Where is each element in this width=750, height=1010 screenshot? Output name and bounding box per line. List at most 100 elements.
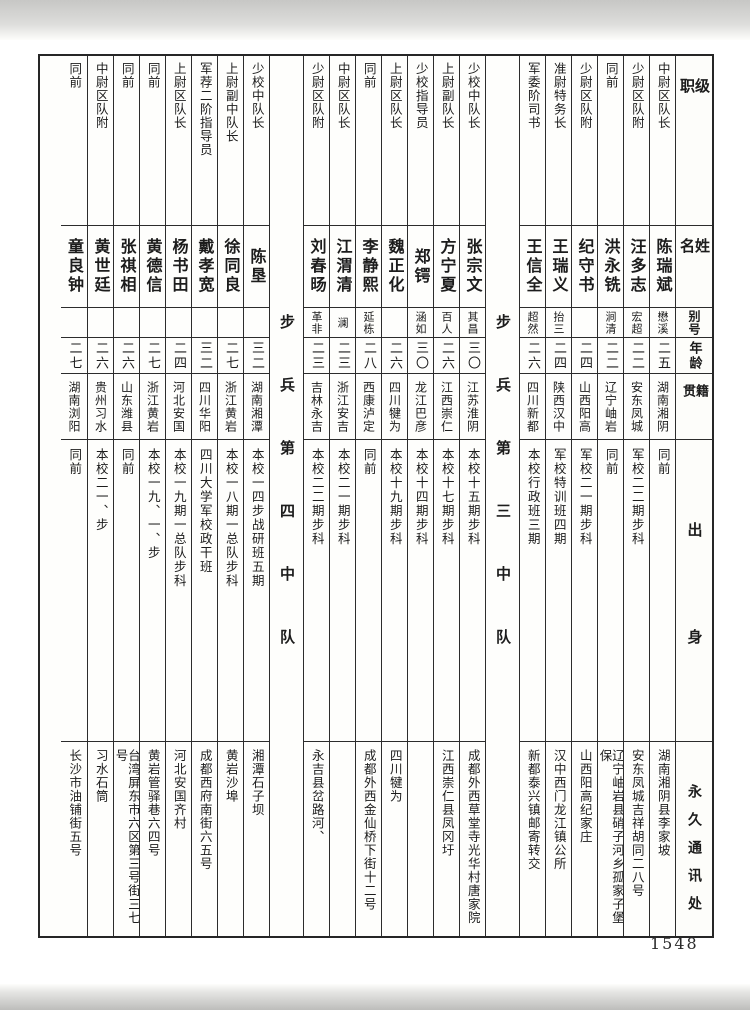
age-text: 三二 — [249, 340, 264, 371]
alias-text: 懋溪 — [656, 310, 669, 335]
native-cell: 四川新都 — [520, 374, 545, 440]
alias-text: 宏超 — [630, 310, 643, 335]
alias-text: 延栋 — [362, 310, 375, 335]
position-cell: 少校中队长 — [460, 56, 485, 226]
name-text: 魏正化 — [385, 238, 405, 295]
address-cell: 辽宁岫岩县硝子河乡孤家子堡保 — [598, 742, 623, 936]
section-title: 步兵第四中队 — [278, 314, 296, 692]
alias-cell — [244, 308, 269, 338]
address-text: 四川犍为 — [387, 749, 403, 803]
age-text: 二二 — [603, 340, 618, 371]
origin-cell: 本校一八期一总队步科 — [218, 440, 243, 742]
age-text: 三〇 — [413, 340, 428, 371]
name-cell: 张宗文 — [460, 226, 485, 308]
name-text: 刘春旸 — [307, 238, 327, 295]
native-cell: 籍贯 — [676, 374, 712, 440]
name-text: 陈瑞斌 — [653, 238, 673, 295]
alias-cell: 涵如 — [408, 308, 433, 338]
address-text: 台湾屏东市六区第三号街三七号 — [114, 749, 139, 925]
origin-cell: 同前 — [650, 440, 675, 742]
position-cell: 少尉区队附 — [624, 56, 649, 226]
position-text: 上尉区队长 — [171, 62, 187, 130]
native-text: 河北安国 — [171, 380, 186, 433]
name-text: 徐同良 — [221, 238, 241, 295]
person-column: 同前 洪永铣 涧清 二二 辽宁岫岩 同前 辽宁岫岩县硝子河乡孤家子堡保 — [597, 56, 623, 936]
native-cell: 龙江巴彦 — [408, 374, 433, 440]
person-column: 中尉区队长 江渭清澜二三 浙江安吉 本校二一期步科 — [329, 56, 355, 936]
position-cell: 中尉区队长 — [330, 56, 355, 226]
section-column: 步兵第三中队 — [485, 56, 519, 936]
age-cell: 二七 — [61, 338, 87, 374]
alias-text: 其昌 — [466, 310, 479, 335]
name-cell: 李静熙 — [356, 226, 381, 308]
origin-cell: 四川大学军校政干班 — [192, 440, 217, 742]
position-text: 同前 — [119, 62, 135, 89]
position-text: 上尉副中队长 — [223, 62, 239, 143]
address-cell: 山西阳高纪家庄 — [572, 742, 597, 936]
age-cell: 年龄 — [676, 338, 712, 374]
header-position-label: 级职 — [678, 78, 711, 181]
origin-text: 本校十五期步科 — [465, 448, 481, 546]
alias-cell — [382, 308, 407, 338]
person-column: 少校中队长 陈垦 三二 湖南湘潭 本校一四步战研班五期 湘潭石子坝 — [243, 56, 269, 936]
origin-text: 四川大学军校政干班 — [197, 448, 213, 574]
age-cell: 二四 — [572, 338, 597, 374]
header-age-label: 年龄 — [686, 340, 702, 371]
position-text: 同前 — [67, 62, 83, 89]
position-cell: 中尉区队附 — [88, 56, 113, 226]
scan-edge-bottom — [0, 984, 750, 1010]
name-text: 黄世廷 — [91, 238, 111, 295]
alias-cell: 革非 — [304, 308, 329, 338]
origin-text: 本校二二期步科 — [309, 448, 325, 546]
header-alias-label: 别号 — [687, 309, 701, 336]
address-cell: 成都外西金仙桥下街十二号 — [356, 742, 381, 936]
position-text: 中尉区队长 — [655, 62, 671, 130]
origin-text: 军校二二期步科 — [629, 448, 645, 546]
alias-cell — [192, 308, 217, 338]
origin-text: 同前 — [67, 448, 83, 476]
address-text: 安东凤城吉祥胡同二八号 — [629, 749, 645, 898]
address-cell: 台湾屏东市六区第三号街三七号 — [114, 742, 139, 936]
address-text: 湘潭石子坝 — [249, 749, 265, 817]
origin-cell: 同前 — [356, 440, 381, 742]
native-text: 四川犍为 — [387, 380, 402, 433]
age-cell: 二六 — [382, 338, 407, 374]
age-text: 二六 — [525, 340, 540, 371]
address-text: 辽宁岫岩县硝子河乡孤家子堡保 — [598, 749, 623, 925]
origin-cell: 本校十九期步科 — [382, 440, 407, 742]
page-number: 1548 — [650, 934, 699, 953]
alias-text: 涧清 — [604, 310, 617, 335]
person-column: 同前 黄德信 二七 浙江黄岩 本校一九、一、步 黄岩管驿巷六四号 — [139, 56, 165, 936]
position-text: 少校中队长 — [249, 62, 265, 130]
origin-text: 本校一九期一总队步科 — [171, 448, 187, 588]
name-text: 江渭清 — [333, 238, 353, 295]
alias-text: 涵如 — [414, 310, 427, 335]
position-cell: 少尉区队附 — [304, 56, 329, 226]
header-origin-label: 出身 — [685, 522, 704, 736]
alias-cell: 延栋 — [356, 308, 381, 338]
origin-cell: 本校十七期步科 — [434, 440, 459, 742]
alias-cell: 涧清 — [598, 308, 623, 338]
address-cell: 黄岩沙埠 — [218, 742, 243, 936]
section-column: 步兵第四中队 — [269, 56, 303, 936]
name-cell: 洪永铣 — [598, 226, 623, 308]
name-cell: 徐同良 — [218, 226, 243, 308]
name-text: 黄德信 — [143, 238, 163, 295]
origin-text: 本校二一期步科 — [335, 448, 351, 546]
name-cell: 江渭清 — [330, 226, 355, 308]
name-text: 杨书田 — [169, 238, 189, 295]
position-text: 少校中队长 — [465, 62, 481, 130]
address-cell: 黄岩管驿巷六四号 — [140, 742, 165, 936]
native-cell: 湖南湘阴 — [650, 374, 675, 440]
name-text: 李静熙 — [359, 238, 379, 295]
address-text: 江西崇仁县凤冈圩 — [439, 749, 455, 857]
alias-text: 百人 — [440, 310, 453, 335]
person-column: 少校指导员 郑锷 涵如 三〇 龙江巴彦 本校十四期步科 — [407, 56, 433, 936]
alias-cell: 超然 — [520, 308, 545, 338]
address-text: 汉中西门龙江镇公所 — [551, 749, 567, 871]
age-cell: 三〇 — [408, 338, 433, 374]
native-cell: 吉林永吉 — [304, 374, 329, 440]
roster-table: 级职 姓名 别号 年龄 籍贯 出身 永久通讯处 中尉区队长 陈瑞斌 懋溪 二五 湖南湘阴 同前 湖南湘阴县… — [38, 54, 714, 938]
position-text: 同前 — [145, 62, 161, 89]
native-cell: 陕西汉中 — [546, 374, 571, 440]
